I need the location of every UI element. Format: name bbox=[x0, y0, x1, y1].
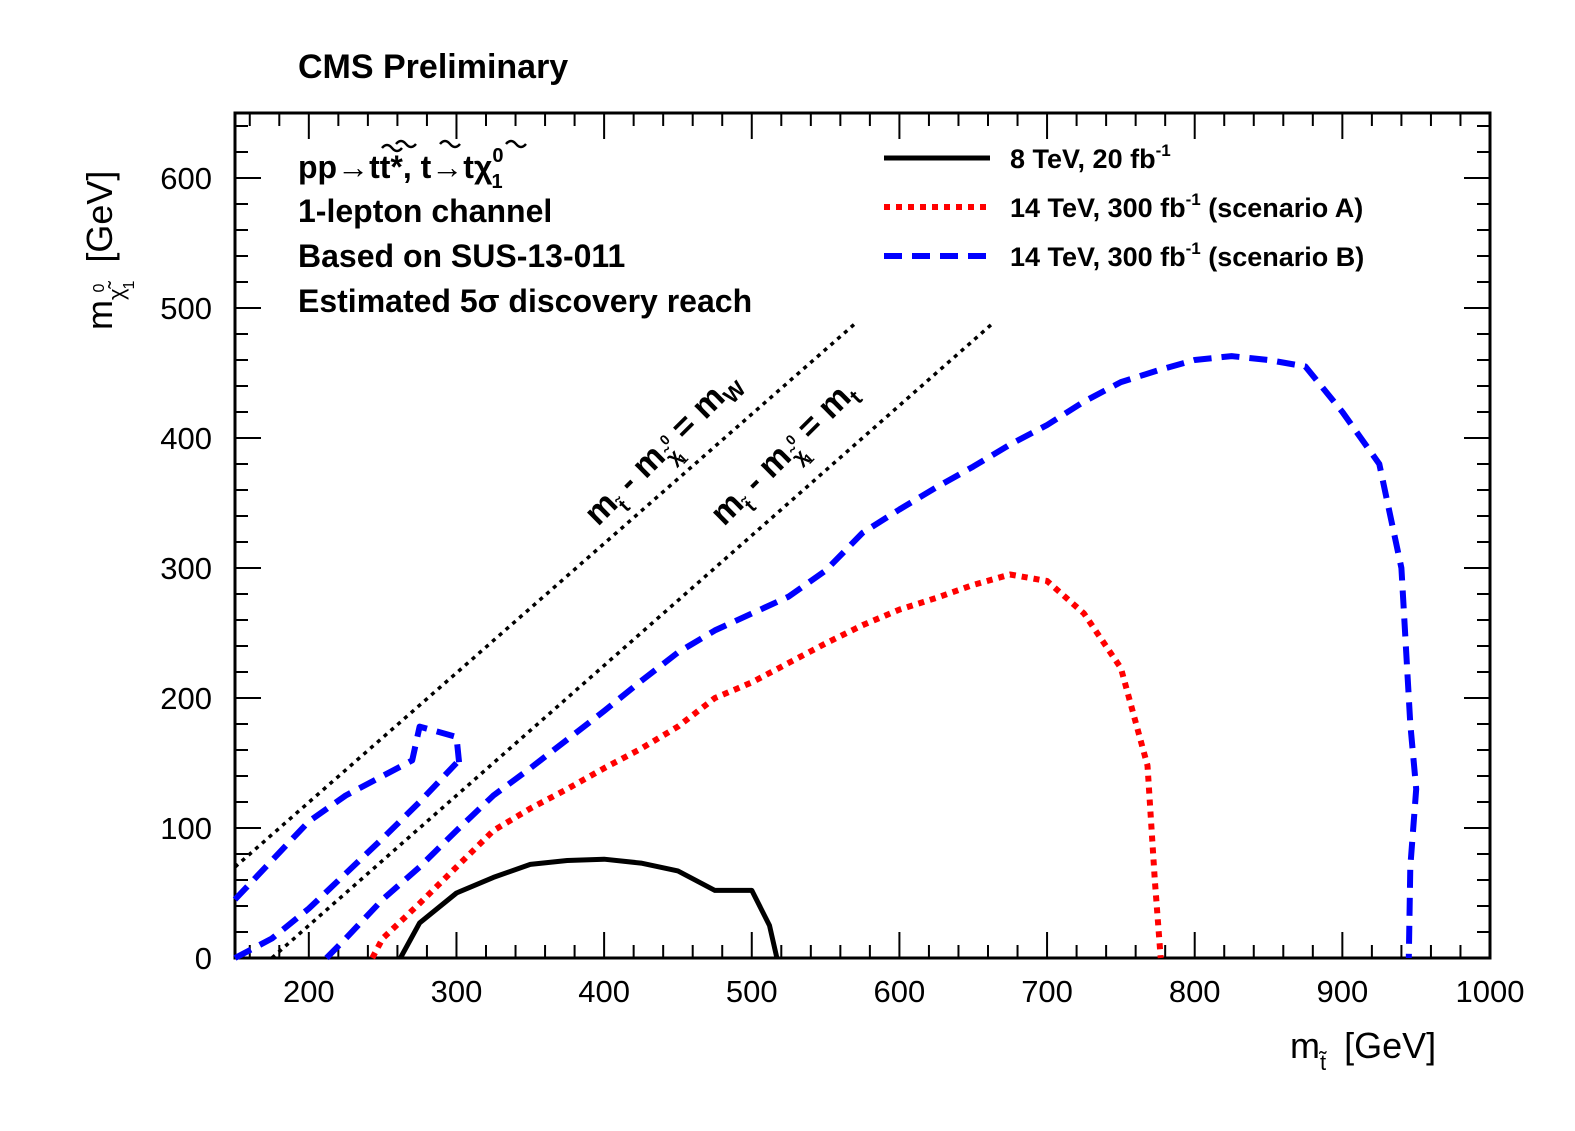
y-axis-tick-labels: 0 100 200 300 400 500 600 bbox=[160, 161, 212, 976]
info-line-3: Estimated 5σ discovery reach bbox=[298, 283, 752, 319]
svg-text:mχ̃01[GeV]: mχ̃0 1[GeV] bbox=[79, 171, 138, 330]
info-block: pp→tt*, t→tχ0 1 1-lepton channel Based on… bbox=[298, 139, 752, 319]
legend: 8 TeV, 20 fb-1 14 TeV, 300 fb-1 (scenari… bbox=[884, 141, 1364, 272]
process-label: pp→tt*, t→tχ0 1 bbox=[298, 145, 504, 193]
series-line-4 bbox=[324, 353, 1420, 961]
process-pp: pp bbox=[298, 149, 337, 185]
info-line-1: 1-lepton channel bbox=[298, 193, 552, 229]
tilde-accents bbox=[381, 139, 527, 153]
x-tick-label: 200 bbox=[283, 974, 335, 1009]
plot-frame bbox=[233, 111, 1492, 960]
x-axis-label: mt̃ [GeV] bbox=[1290, 1025, 1436, 1075]
series-line-6 bbox=[270, 322, 994, 960]
chart-title: CMS Preliminary bbox=[298, 48, 568, 86]
process-tt: tt bbox=[369, 149, 391, 185]
x-tick-label: 1000 bbox=[1456, 974, 1525, 1009]
process-t: t bbox=[421, 149, 432, 185]
process-sup0: 0 bbox=[492, 145, 503, 167]
y-tick-label: 500 bbox=[160, 291, 212, 326]
x-tick-label: 700 bbox=[1021, 974, 1073, 1009]
process-t2: t bbox=[463, 149, 474, 185]
y-tick-label: 200 bbox=[160, 681, 212, 716]
x-axis-ticks bbox=[248, 113, 1491, 958]
process-sub1: 1 bbox=[492, 171, 503, 193]
legend-entry-2: 14 TeV, 300 fb-1 (scenario A) bbox=[1010, 190, 1363, 223]
series-group bbox=[232, 322, 1420, 961]
x-tick-label: 300 bbox=[431, 974, 483, 1009]
series-line-2 bbox=[232, 723, 463, 902]
process-star: *, bbox=[390, 149, 420, 185]
x-tick-label: 400 bbox=[578, 974, 630, 1009]
legend-entry-3: 14 TeV, 300 fb-1 (scenario B) bbox=[1010, 239, 1364, 272]
legend-entry-1: 8 TeV, 20 fb-1 bbox=[1010, 141, 1171, 174]
y-tick-label: 600 bbox=[160, 161, 212, 196]
info-line-2: Based on SUS-13-011 bbox=[298, 238, 625, 274]
x-tick-label: 600 bbox=[874, 974, 926, 1009]
series-line-5 bbox=[233, 322, 857, 869]
y-tick-label: 0 bbox=[195, 941, 212, 976]
series-line-0 bbox=[398, 856, 780, 960]
x-axis-tick-labels: 200 300 400 500 600 700 800 900 1000 bbox=[283, 974, 1525, 1009]
y-axis-ticks bbox=[235, 125, 1490, 959]
y-tick-label: 300 bbox=[160, 551, 212, 586]
series-line-1 bbox=[369, 571, 1164, 960]
process-chi: χ bbox=[474, 149, 493, 185]
series-line-3 bbox=[233, 760, 459, 961]
process-arrow2: → bbox=[431, 149, 463, 185]
x-tick-label: 800 bbox=[1169, 974, 1221, 1009]
x-tick-label: 900 bbox=[1316, 974, 1368, 1009]
y-tick-label: 100 bbox=[160, 811, 212, 846]
y-tick-label: 400 bbox=[160, 421, 212, 456]
process-arrow: → bbox=[337, 149, 369, 185]
y-axis-label: mχ̃0 1[GeV] bbox=[79, 171, 138, 330]
x-tick-label: 500 bbox=[726, 974, 778, 1009]
